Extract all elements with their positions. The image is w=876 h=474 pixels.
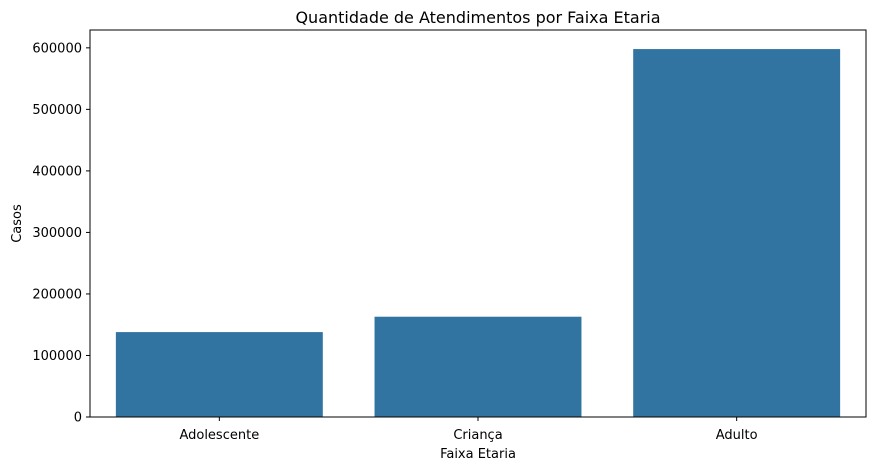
x-tick-label: Criança <box>453 428 502 443</box>
x-axis-ticks: Adolescente Criança Adulto <box>179 417 758 443</box>
chart-title: Quantidade de Atendimentos por Faixa Eta… <box>295 8 660 27</box>
x-tick-label: Adulto <box>716 428 758 443</box>
y-tick-label: 400000 <box>32 164 82 179</box>
bar-0 <box>115 332 323 417</box>
y-tick-label: 200000 <box>32 287 82 302</box>
y-tick-label: 0 <box>74 411 82 426</box>
bar-2 <box>633 49 841 418</box>
bars-layer <box>115 49 841 418</box>
x-tick-label: Adolescente <box>179 428 259 443</box>
y-tick-label: 300000 <box>32 226 82 241</box>
x-axis-label: Faixa Etaria <box>440 447 516 462</box>
y-tick-label: 500000 <box>32 103 82 118</box>
plot-frame <box>89 29 867 418</box>
bar-1 <box>374 316 582 417</box>
y-tick-label: 600000 <box>32 41 82 56</box>
y-axis-label: Casos <box>10 204 25 243</box>
y-axis-ticks: 0 100000 200000 300000 400000 500000 600000 <box>32 41 90 426</box>
y-tick-label: 100000 <box>32 349 82 364</box>
